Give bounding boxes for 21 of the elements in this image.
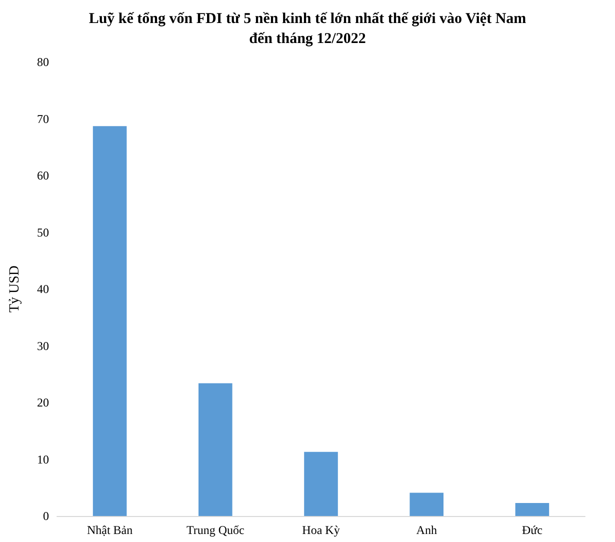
bar [92,126,127,516]
x-tick-label: Đức [522,523,542,537]
y-tick-label: 40 [37,282,49,296]
x-tick-label: Trung Quốc [186,523,244,537]
y-axis-title: Tỷ USD [8,265,22,313]
x-tick-label: Hoa Kỳ [302,523,340,537]
bar [515,502,550,516]
y-tick-label: 50 [37,225,49,240]
chart-title: Luỹ kế tổng vốn FDI từ 5 nền kinh tế lớn nhất thế giới vào Việt Nam đến tháng 12/2022 [88,11,527,47]
y-tick-label: 70 [37,112,49,126]
y-tick-label: 0 [43,509,49,523]
bar [304,452,338,516]
x-tick-label: Nhật Bản [86,523,133,537]
y-tick-label: 30 [37,338,49,353]
y-tick-label: 60 [37,168,49,182]
bar [198,383,232,516]
bar [410,492,444,516]
x-tick-label: Anh [416,523,437,537]
y-tick-label: 10 [37,452,49,466]
y-tick-label: 80 [37,55,49,69]
y-tick-label: 20 [37,396,49,410]
